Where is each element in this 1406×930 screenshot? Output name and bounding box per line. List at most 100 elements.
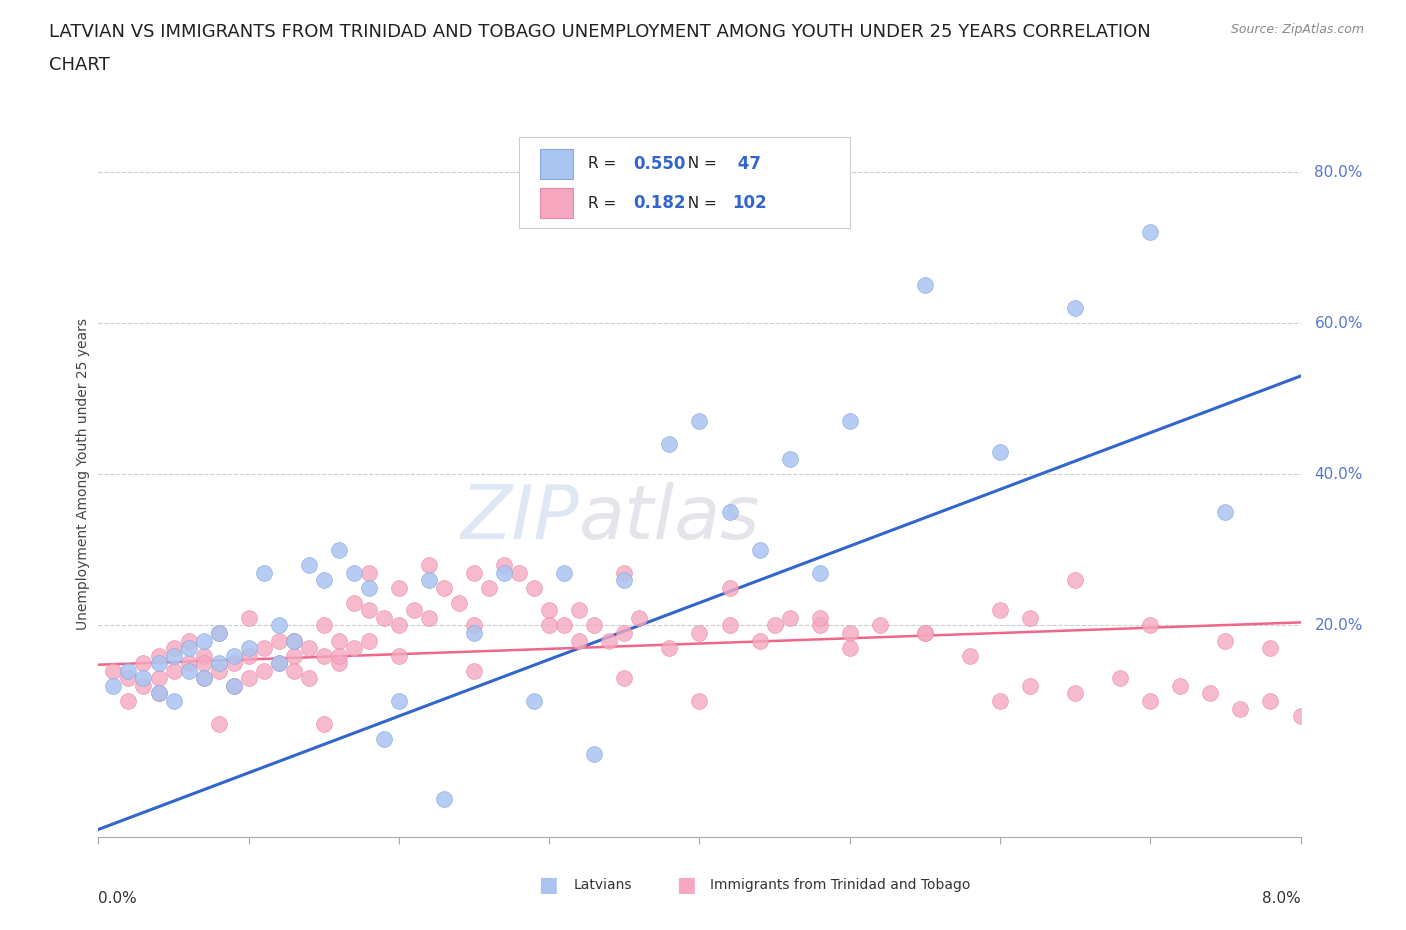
Point [148, 671, 170, 685]
Point [478, 580, 501, 595]
Point [1229, 701, 1251, 716]
Point [1260, 641, 1282, 656]
Text: Latvians: Latvians [574, 878, 633, 893]
Point [988, 445, 1011, 459]
Point [117, 671, 139, 685]
Point [162, 694, 184, 709]
Text: 47: 47 [733, 155, 761, 173]
Point [959, 648, 981, 663]
Point [208, 626, 231, 641]
Point [162, 641, 184, 656]
Point [1019, 679, 1042, 694]
Text: LATVIAN VS IMMIGRANTS FROM TRINIDAD AND TOBAGO UNEMPLOYMENT AMONG YOUTH UNDER 25: LATVIAN VS IMMIGRANTS FROM TRINIDAD AND … [49, 23, 1152, 41]
Point [808, 618, 831, 633]
Point [298, 671, 321, 685]
Point [914, 278, 936, 293]
Text: 20.0%: 20.0% [1315, 618, 1362, 633]
Point [267, 633, 290, 648]
Point [779, 610, 801, 625]
Point [718, 505, 741, 520]
Point [208, 656, 231, 671]
Point [193, 671, 215, 685]
Point [1139, 694, 1161, 709]
Point [222, 648, 245, 663]
Point [463, 618, 485, 633]
Point [808, 565, 831, 580]
Text: N =: N = [678, 156, 721, 171]
Point [357, 565, 380, 580]
Point [1064, 686, 1087, 701]
Point [688, 414, 710, 429]
Point [613, 626, 636, 641]
Point [808, 610, 831, 625]
Point [328, 656, 350, 671]
Point [568, 603, 591, 618]
Point [838, 641, 860, 656]
Point [238, 641, 260, 656]
Point [132, 656, 155, 671]
Bar [540, 149, 574, 179]
Point [1215, 633, 1237, 648]
Point [162, 663, 184, 678]
Point [508, 565, 530, 580]
Point [838, 414, 860, 429]
Text: 0.550: 0.550 [633, 155, 686, 173]
Text: CHART: CHART [49, 56, 110, 73]
Point [253, 565, 276, 580]
Point [328, 542, 350, 557]
Point [658, 641, 681, 656]
Point [132, 679, 155, 694]
Point [988, 603, 1011, 618]
Point [312, 618, 335, 633]
Point [193, 648, 215, 663]
Point [688, 694, 710, 709]
Point [253, 641, 276, 656]
Text: Source: ZipAtlas.com: Source: ZipAtlas.com [1230, 23, 1364, 36]
Point [177, 663, 200, 678]
Point [388, 694, 411, 709]
Point [388, 580, 411, 595]
Point [283, 648, 305, 663]
Point [523, 580, 546, 595]
Point [162, 648, 184, 663]
Point [402, 603, 425, 618]
Point [177, 633, 200, 648]
Point [253, 663, 276, 678]
Point [1064, 300, 1087, 315]
Point [718, 580, 741, 595]
Point [433, 580, 456, 595]
Point [914, 626, 936, 641]
Point [373, 610, 395, 625]
Point [538, 618, 561, 633]
Point [177, 641, 200, 656]
Point [748, 542, 770, 557]
Point [222, 656, 245, 671]
Point [553, 618, 575, 633]
Text: 8.0%: 8.0% [1261, 891, 1301, 907]
Point [914, 626, 936, 641]
Text: atlas: atlas [579, 482, 761, 554]
Point [193, 656, 215, 671]
Point [688, 626, 710, 641]
Point [613, 671, 636, 685]
Point [357, 580, 380, 595]
Point [283, 663, 305, 678]
Point [283, 633, 305, 648]
Point [148, 656, 170, 671]
Point [298, 641, 321, 656]
Point [583, 618, 606, 633]
Point [1289, 709, 1312, 724]
Point [148, 686, 170, 701]
Text: 0.182: 0.182 [633, 194, 686, 212]
Point [748, 633, 770, 648]
Point [312, 716, 335, 731]
Point [418, 573, 440, 588]
Point [208, 716, 231, 731]
Point [447, 595, 470, 610]
Point [208, 663, 231, 678]
Point [613, 565, 636, 580]
Point [238, 671, 260, 685]
Bar [540, 188, 574, 219]
Point [658, 436, 681, 451]
Point [148, 648, 170, 663]
